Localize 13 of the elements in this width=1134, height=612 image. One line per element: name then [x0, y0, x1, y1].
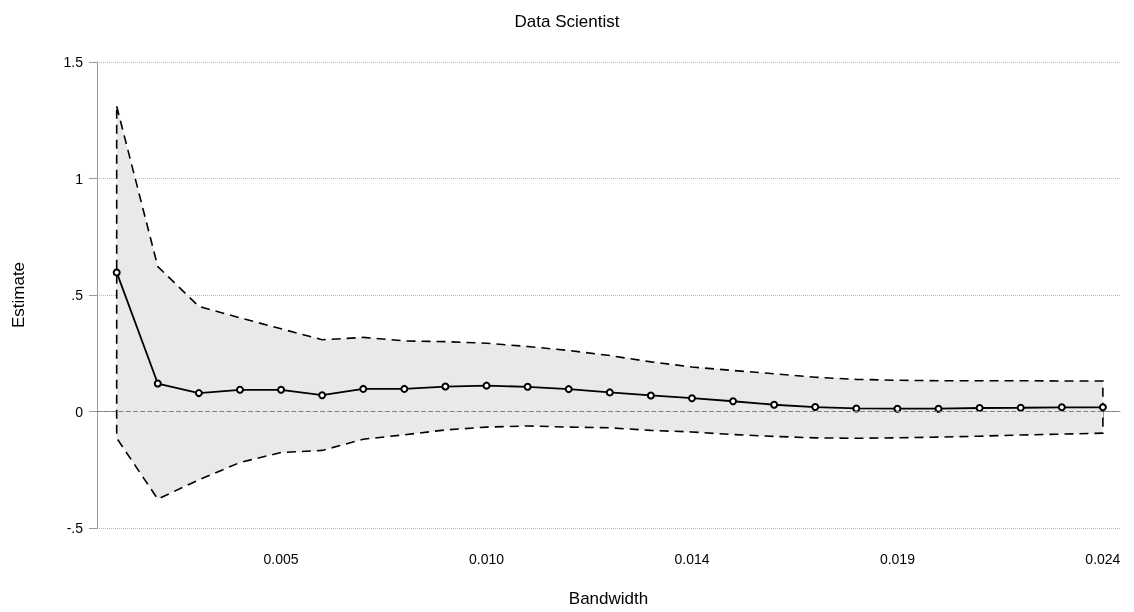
y-tick-label: .5 — [71, 287, 84, 303]
y-tick-label: 1 — [75, 170, 84, 187]
y-tick-label: 1.5 — [63, 54, 84, 70]
x-axis-title: Bandwidth — [568, 589, 649, 608]
x-tick-label: 0.024 — [1085, 551, 1121, 567]
y-tick-label: 0 — [75, 403, 84, 420]
y-tick-label: -.5 — [66, 520, 84, 536]
x-tick-label: 0.019 — [879, 551, 916, 567]
x-tick-label: 0.010 — [468, 551, 505, 567]
x-tick-label: 0.014 — [674, 551, 710, 567]
x-tick-label: 0.005 — [263, 551, 299, 567]
y-axis-title: Estimate — [9, 261, 28, 329]
chart-title: Data Scientist — [514, 12, 620, 31]
